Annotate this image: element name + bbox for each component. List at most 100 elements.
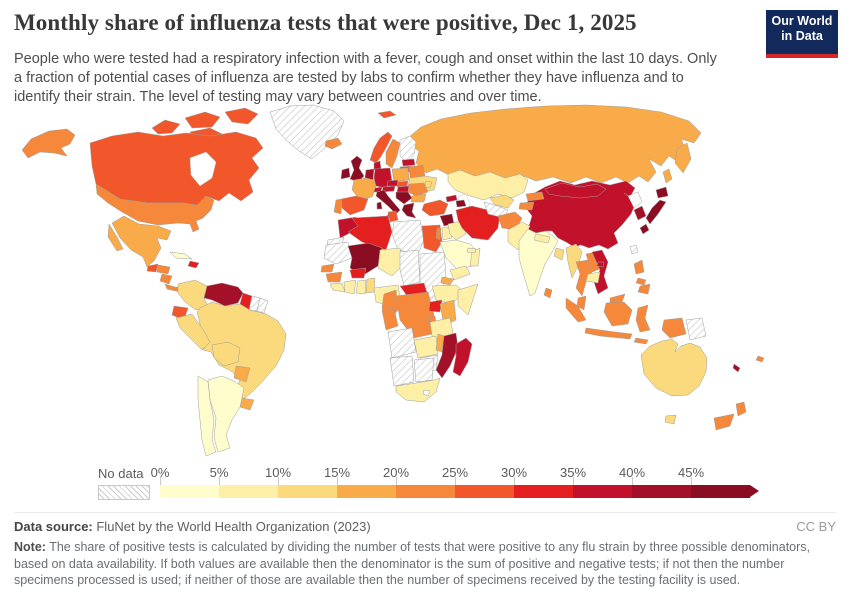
region-lesotho[interactable] (422, 389, 431, 397)
region-chile[interactable] (197, 375, 217, 457)
region-russia-kamchatka[interactable] (674, 142, 692, 174)
region-guatemala[interactable] (146, 263, 159, 273)
region-ivory-coast[interactable] (343, 279, 357, 295)
region-indonesia-papua[interactable] (661, 317, 687, 339)
region-philippines-luzon[interactable] (633, 259, 645, 275)
region-mexico-baja[interactable] (107, 223, 124, 252)
license-link[interactable]: CC BY (796, 519, 836, 534)
region-paraguay[interactable] (233, 365, 251, 383)
region-namibia[interactable] (389, 355, 415, 387)
region-mexico[interactable] (111, 215, 172, 268)
region-burkina-faso[interactable] (349, 267, 367, 279)
region-indonesia-sulawesi[interactable] (635, 304, 651, 333)
region-france[interactable] (351, 177, 377, 201)
region-russia-sakhalin[interactable] (662, 168, 673, 184)
region-canada-arctic-islands[interactable] (184, 111, 221, 129)
legend-bin-20-25%[interactable] (396, 485, 455, 498)
region-bulgaria[interactable] (410, 193, 427, 203)
region-malaysia-borneo[interactable] (609, 293, 626, 304)
region-botswana[interactable] (413, 357, 435, 383)
region-balkans[interactable] (395, 191, 413, 205)
region-peru[interactable] (175, 313, 211, 351)
legend-bin-40-45%[interactable] (632, 485, 691, 498)
region-togo-benin[interactable] (365, 277, 376, 294)
region-indonesia-java[interactable] (584, 327, 633, 340)
region-guinea[interactable] (325, 271, 343, 283)
region-gabon-congo[interactable] (381, 307, 399, 331)
region-argentina[interactable] (207, 375, 245, 453)
region-china-hainan[interactable] (596, 261, 605, 268)
region-uganda[interactable] (428, 299, 443, 313)
region-french-guiana[interactable] (256, 297, 269, 314)
region-philippines-visayas[interactable] (635, 277, 647, 286)
no-data-swatch[interactable] (98, 485, 150, 500)
region-somalia[interactable] (457, 283, 479, 316)
region-norway[interactable] (369, 131, 393, 164)
region-canada-arctic-islands[interactable] (151, 119, 181, 135)
region-mali[interactable] (347, 242, 383, 277)
region-cuba[interactable] (169, 251, 193, 260)
region-japan-honshu[interactable] (645, 199, 667, 225)
region-niger[interactable] (377, 247, 403, 277)
region-turkey[interactable] (421, 199, 449, 217)
region-honduras[interactable] (156, 264, 171, 275)
region-uruguay[interactable] (239, 397, 255, 411)
region-madagascar[interactable] (452, 337, 473, 377)
region-sri-lanka[interactable] (543, 287, 553, 299)
region-nicaragua[interactable] (159, 273, 173, 285)
region-mauritania[interactable] (323, 241, 353, 265)
region-tasmania[interactable] (664, 414, 677, 425)
legend-bin-25-30%[interactable] (455, 485, 514, 498)
region-philippines-mindanao[interactable] (637, 283, 651, 295)
region-papua-new-guinea[interactable] (685, 317, 707, 341)
region-moldova[interactable] (424, 180, 433, 189)
region-azerbaijan-armenia[interactable] (455, 199, 467, 208)
legend-bin-45%+[interactable] (691, 485, 750, 498)
region-thailand[interactable] (575, 259, 593, 297)
owid-logo[interactable]: Our World in Data (766, 10, 838, 58)
region-senegal[interactable] (320, 263, 335, 273)
region-malawi[interactable] (435, 333, 445, 353)
region-cambodia[interactable] (585, 271, 601, 284)
region-new-zealand-north[interactable] (735, 401, 747, 417)
region-chad[interactable] (399, 249, 421, 287)
region-svalbard[interactable] (377, 110, 397, 119)
region-greenland[interactable] (269, 104, 345, 160)
legend-bin-5-10%[interactable] (219, 485, 278, 498)
region-indonesia-borneo[interactable] (603, 301, 633, 327)
legend-bin-10-15%[interactable] (278, 485, 337, 498)
region-ghana[interactable] (355, 279, 367, 295)
region-japan-kyushu[interactable] (639, 223, 650, 235)
region-italy[interactable] (375, 189, 401, 215)
region-kyrgyzstan[interactable] (525, 191, 545, 202)
legend-bin-15-20%[interactable] (337, 485, 396, 498)
region-russia[interactable] (408, 104, 702, 184)
region-bangladesh[interactable] (553, 247, 565, 261)
region-canada[interactable] (89, 131, 264, 206)
region-israel[interactable] (435, 227, 442, 241)
region-malaysia[interactable] (576, 295, 587, 311)
region-sierra-leone-liberia[interactable] (329, 282, 346, 293)
region-poland[interactable] (391, 167, 410, 183)
region-czechia[interactable] (386, 179, 399, 187)
region-indonesia-lesser-sunda[interactable] (633, 337, 649, 345)
region-uzbekistan[interactable] (489, 194, 515, 209)
region-mozambique[interactable] (435, 332, 459, 379)
legend-bin-35-40%[interactable] (573, 485, 632, 498)
region-australia[interactable] (640, 338, 708, 397)
region-india[interactable] (518, 228, 559, 297)
region-fiji[interactable] (755, 355, 765, 363)
legend-bin-0-5%[interactable] (160, 485, 219, 498)
region-angola[interactable] (387, 327, 417, 359)
region-indonesia-sumatra[interactable] (565, 297, 587, 323)
region-north-korea[interactable] (627, 191, 643, 209)
region-united-states[interactable] (95, 183, 215, 233)
region-alaska[interactable] (21, 128, 76, 159)
region-kazakhstan[interactable] (447, 169, 529, 201)
region-canada-arctic-islands[interactable] (224, 107, 259, 125)
region-uae[interactable] (466, 247, 477, 254)
region-sweden[interactable] (385, 138, 401, 169)
legend-bin-30-35%[interactable] (514, 485, 573, 498)
region-venezuela[interactable] (203, 282, 244, 307)
region-zambia[interactable] (413, 335, 439, 359)
